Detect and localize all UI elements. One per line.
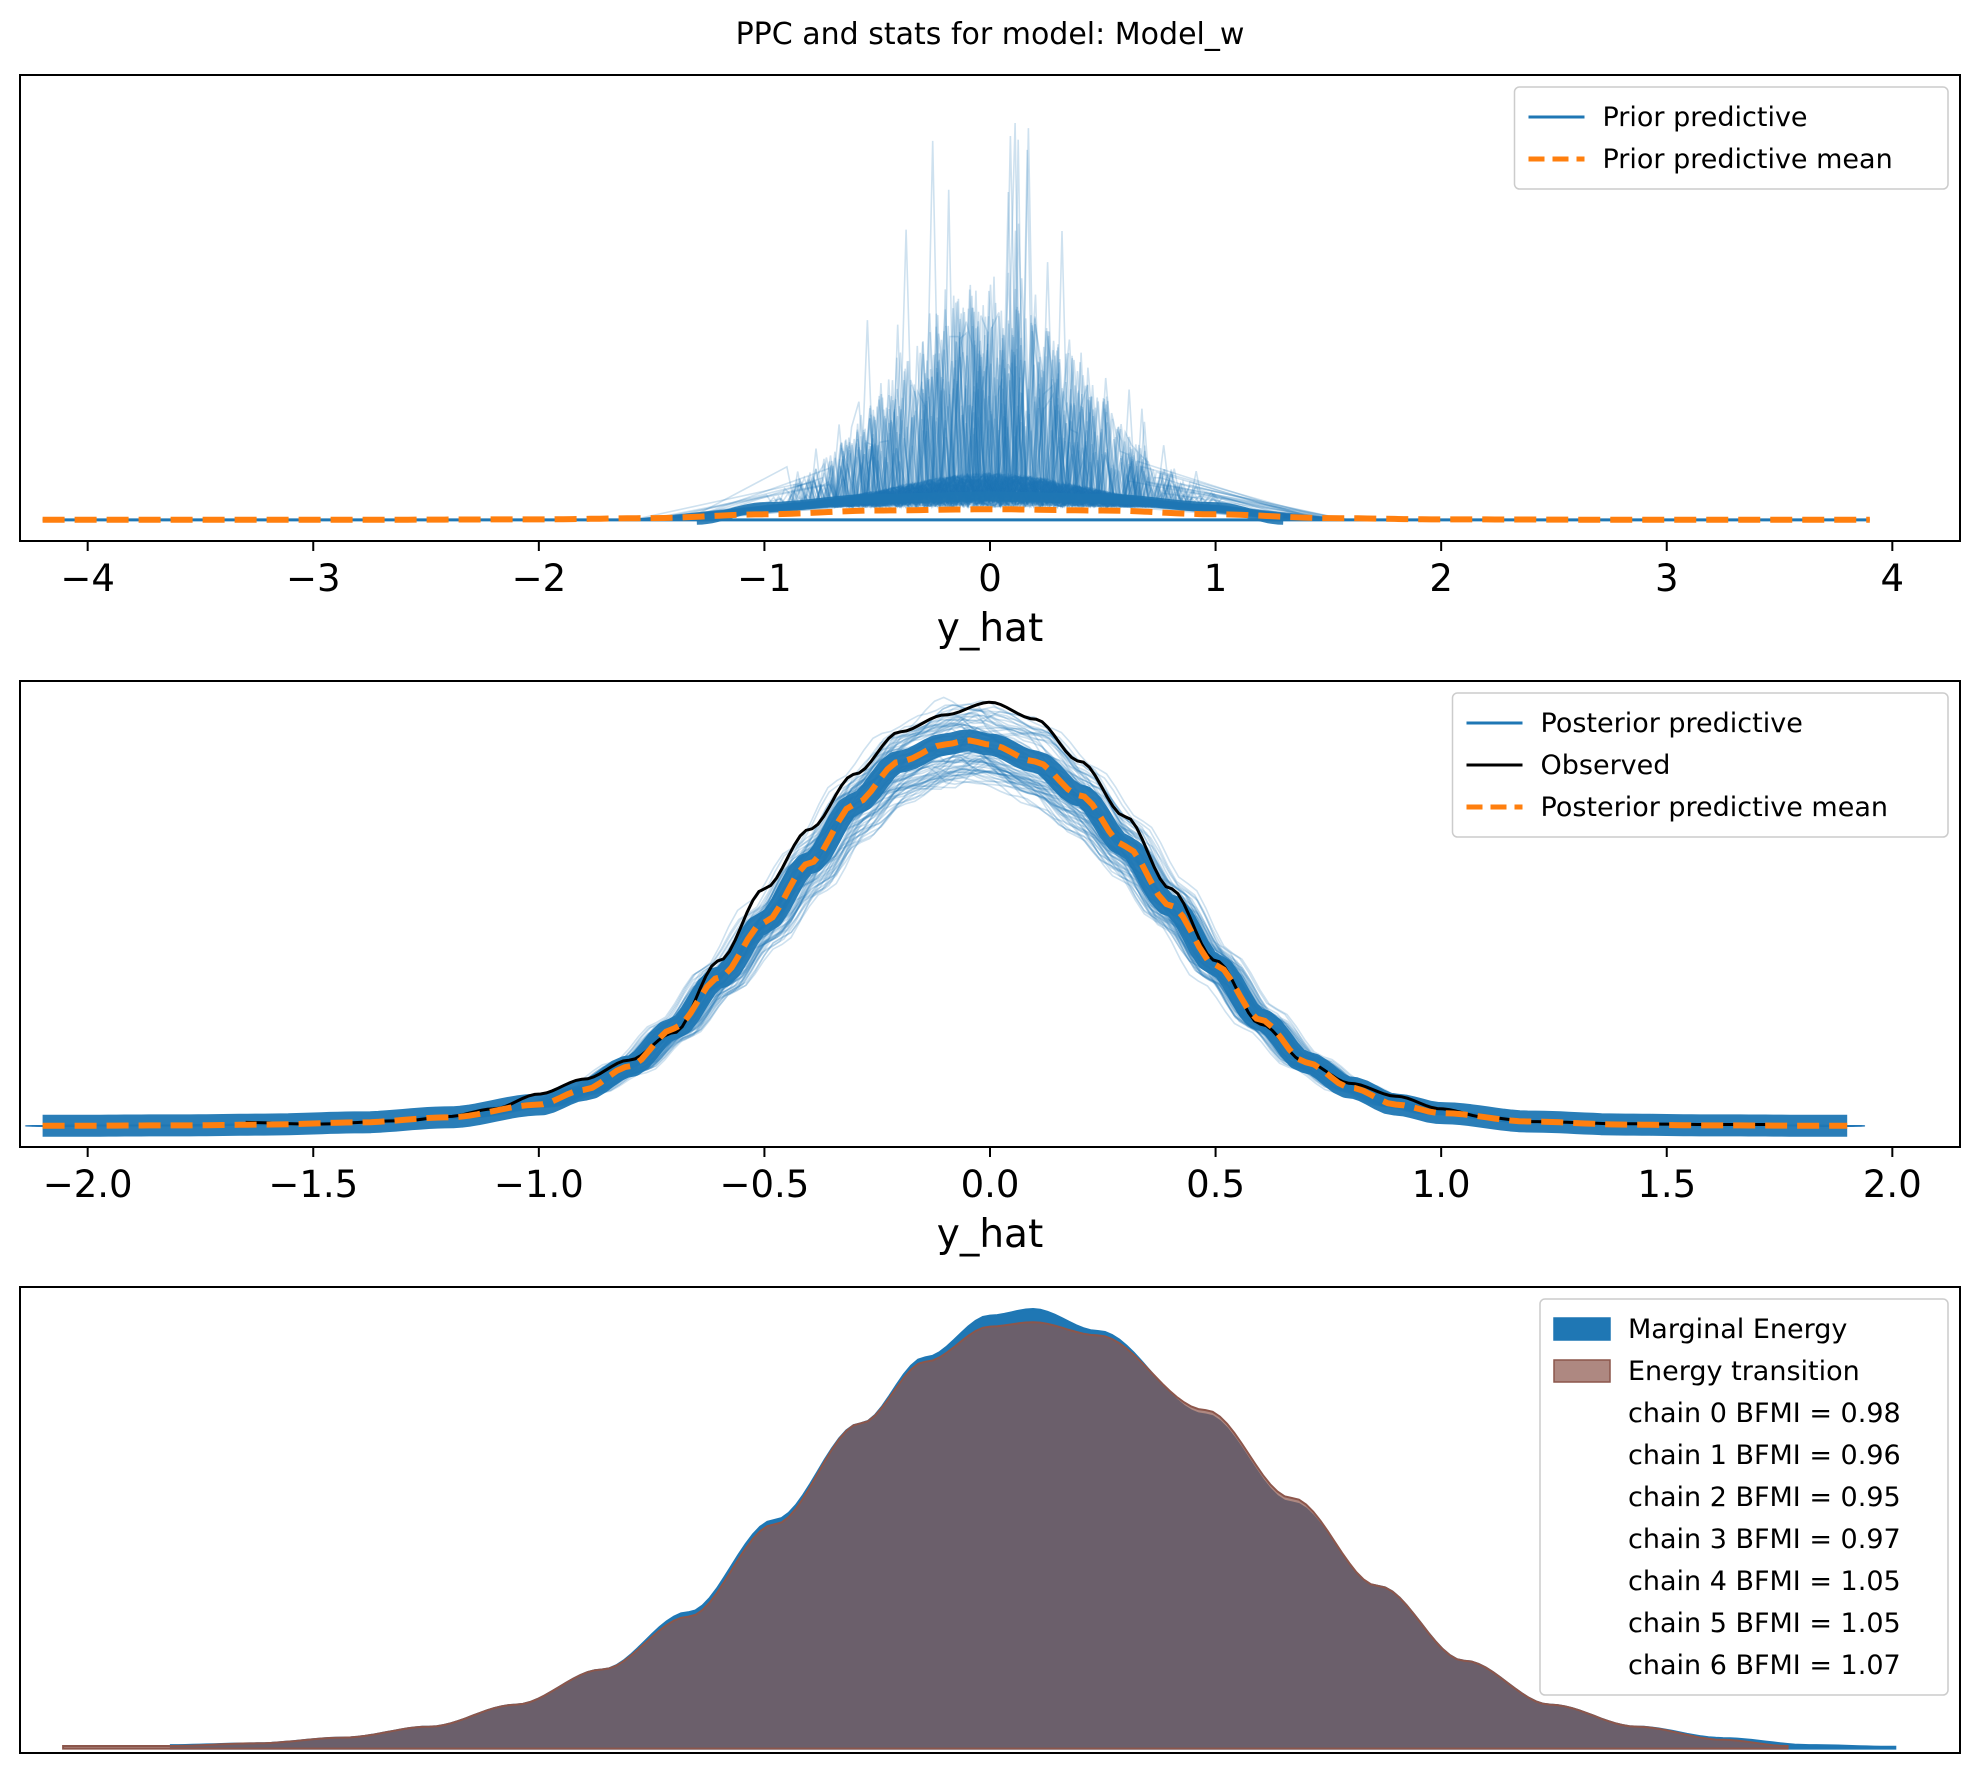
legend-box (1539, 1298, 1949, 1696)
legend-label: chain 6 BFMI = 1.07 (1628, 1650, 1901, 1681)
figure-title: PPC and stats for model: Model_w (736, 17, 1245, 52)
x-tick-label: 1.0 (1412, 1163, 1471, 1206)
legend-posterior: Posterior predictive Observed Posterior pr… (1451, 692, 1949, 838)
x-axis-label-posterior: y_hat (937, 1212, 1044, 1257)
x-axis-label-prior: y_hat (937, 606, 1044, 651)
x-tick-label: 0.5 (1186, 1163, 1245, 1206)
legend-box (1451, 692, 1949, 838)
x-axis-posterior: −2.0 −1.5 −1.0 −0.5 0.0 0.5 1.0 1.5 2.0 (43, 1147, 1922, 1206)
legend-label: chain 1 BFMI = 0.96 (1628, 1440, 1901, 1471)
x-tick-label: −1 (737, 557, 792, 600)
x-tick-label: 4 (1881, 557, 1905, 600)
legend-label: Prior predictive (1603, 102, 1808, 133)
prior-sample-curve (679, 347, 1286, 521)
x-tick-label: −1.0 (494, 1163, 584, 1206)
plot-area-prior (42, 122, 1870, 525)
x-tick-label: −4 (60, 557, 115, 600)
x-tick-label: −3 (286, 557, 341, 600)
x-tick-label: −2 (512, 557, 567, 600)
posterior-predictive-mean-line (42, 737, 1848, 1129)
plot-area-energy (62, 1307, 1897, 1750)
panel-posterior-predictive: −2.0 −1.5 −1.0 −0.5 0.0 0.5 1.0 1.5 2.0 y_hat Po… (19, 680, 1961, 1257)
energy-transition-area (62, 1321, 1789, 1750)
legend-label: Marginal Energy (1628, 1314, 1847, 1345)
legend-label: Observed (1541, 750, 1671, 781)
prior-predictive-mean-line (42, 506, 1870, 523)
prior-sample-curve (632, 415, 1288, 521)
x-tick-label: 2 (1429, 557, 1453, 600)
x-tick-label: −2.0 (43, 1163, 133, 1206)
panel-prior-predictive: −4 −3 −2 −1 0 1 2 3 4 y_hat Prior predictivePrio… (19, 74, 1961, 651)
legend-label: chain 0 BFMI = 0.98 (1628, 1398, 1901, 1429)
axes-frame-energy (19, 1286, 1961, 1754)
legend-prior: Prior predictive Prior predictive mean (1513, 86, 1949, 190)
x-tick-label: 3 (1655, 557, 1679, 600)
x-tick-label: −0.5 (719, 1163, 809, 1206)
legend-label: Prior predictive mean (1603, 144, 1893, 175)
legend-box (1513, 86, 1949, 190)
x-tick-label: 2.0 (1863, 1163, 1922, 1206)
x-tick-label: 0 (978, 557, 1002, 600)
x-tick-label: 1 (1204, 557, 1228, 600)
legend-label: Energy transition (1628, 1356, 1860, 1387)
legend-label: chain 2 BFMI = 0.95 (1628, 1482, 1901, 1513)
legend-swatch (1553, 1359, 1611, 1383)
x-tick-label: −1.5 (268, 1163, 358, 1206)
panel-energy: Marginal Energy Energy transition chain 0 … (19, 1286, 1961, 1754)
legend-label: chain 5 BFMI = 1.05 (1628, 1608, 1901, 1639)
legend-label: Posterior predictive mean (1541, 792, 1888, 823)
x-tick-label: 1.5 (1637, 1163, 1696, 1206)
legend-label: Posterior predictive (1541, 708, 1803, 739)
x-axis-prior: −4 −3 −2 −1 0 1 2 3 4 (60, 541, 1904, 600)
prior-sample-curve (684, 372, 1297, 521)
prior-sample-curve (646, 456, 1333, 521)
prior-sample-curve (692, 223, 1297, 521)
legend-swatch (1553, 1317, 1611, 1341)
plot-area-posterior (24, 696, 1866, 1137)
prior-sample-curve (646, 306, 1322, 521)
prior-sample-band (696, 491, 1284, 525)
legend-energy: Marginal Energy Energy transition chain 0 … (1539, 1298, 1949, 1696)
x-tick-label: 0.0 (961, 1163, 1020, 1206)
legend-label: chain 3 BFMI = 0.97 (1628, 1524, 1901, 1555)
legend-label: chain 4 BFMI = 1.05 (1628, 1566, 1901, 1597)
